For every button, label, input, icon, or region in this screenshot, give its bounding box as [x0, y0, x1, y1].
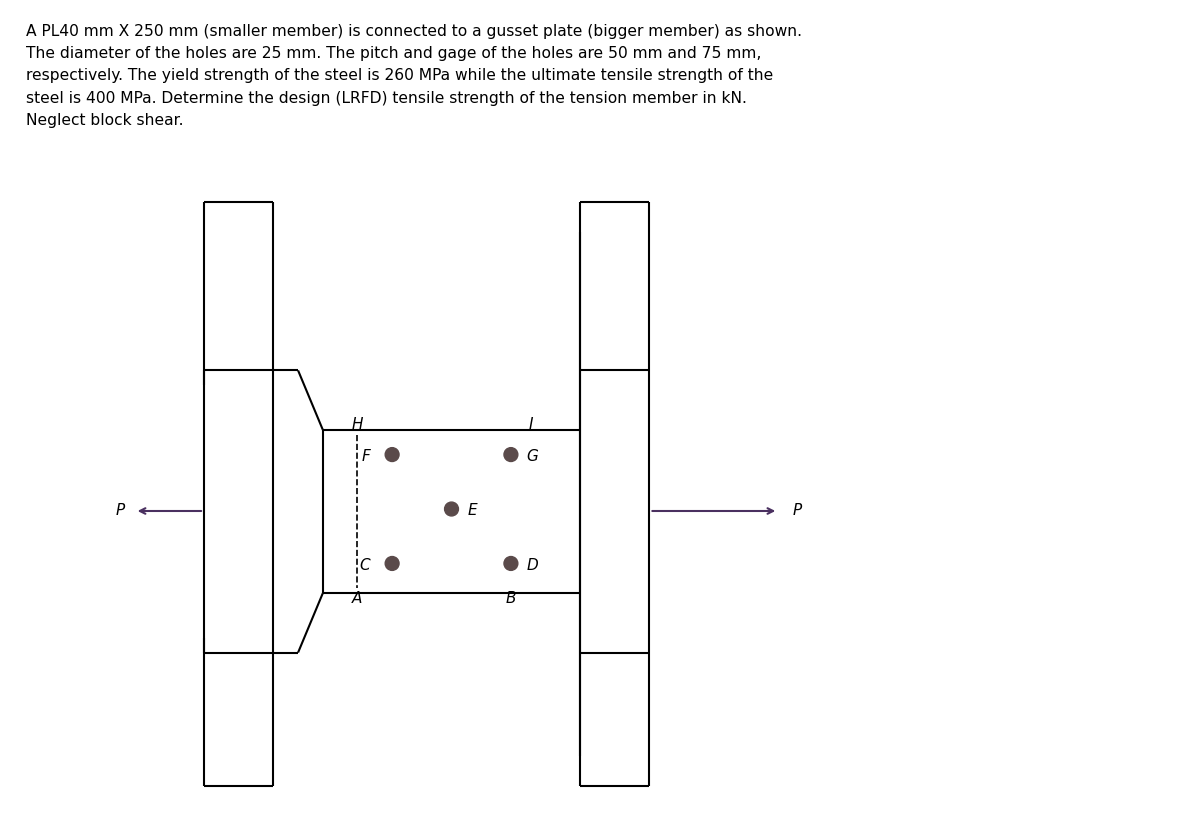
Circle shape: [385, 448, 400, 461]
Circle shape: [385, 557, 400, 570]
Text: E: E: [467, 503, 476, 518]
Circle shape: [504, 448, 518, 461]
Text: A PL40 mm X 250 mm (smaller member) is connected to a gusset plate (bigger membe: A PL40 mm X 250 mm (smaller member) is c…: [26, 24, 802, 128]
Text: H: H: [352, 417, 364, 432]
Text: B: B: [505, 591, 516, 606]
Text: P: P: [115, 503, 125, 518]
Circle shape: [504, 557, 518, 570]
Text: C: C: [360, 558, 371, 573]
Text: A: A: [353, 591, 362, 606]
Text: D: D: [527, 558, 539, 573]
Text: F: F: [361, 449, 371, 464]
Circle shape: [444, 502, 458, 516]
Text: I: I: [528, 417, 533, 432]
Text: G: G: [527, 449, 539, 464]
Text: P: P: [793, 503, 803, 518]
